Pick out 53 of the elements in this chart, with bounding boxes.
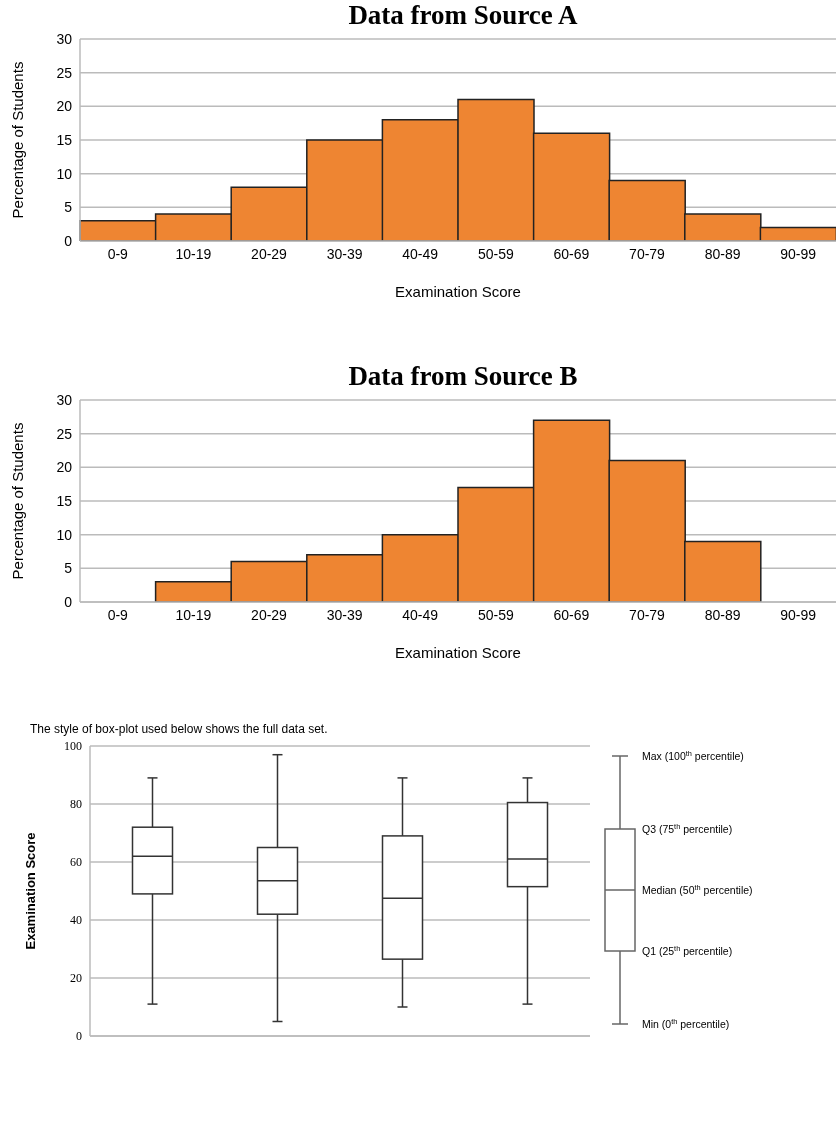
y-tick-label: 15 <box>56 131 73 148</box>
x-tick-label: 0-9 <box>107 245 129 262</box>
y-tick-label: 0 <box>76 1029 82 1044</box>
x-tick-label: 90-99 <box>780 606 817 623</box>
x-axis-title: Examination Score <box>395 283 521 300</box>
x-tick-label: 70-79 <box>629 606 666 623</box>
y-tick-label: 20 <box>70 971 82 986</box>
x-tick-label: 80-89 <box>704 245 741 262</box>
y-tick-label: 15 <box>56 492 73 509</box>
y-tick-label: 5 <box>64 560 73 577</box>
x-tick-label: 30-39 <box>326 245 363 262</box>
text: The style of box-plot used below shows the full data set. <box>30 722 329 736</box>
x-tick-label: 40-49 <box>402 245 439 262</box>
x-tick-label: 90-99 <box>780 245 817 262</box>
y-tick-label: 80 <box>70 797 82 812</box>
y-axis-title: Examination Score <box>22 832 38 950</box>
y-tick-label: 60 <box>70 855 82 870</box>
y-tick-label: 30 <box>56 391 73 408</box>
text: Q1 (25$^{th}$ percentile) <box>642 943 733 957</box>
x-tick-label: 60-69 <box>553 245 590 262</box>
y-axis-title: Percentage of Students <box>9 422 27 580</box>
y-tick-label: 25 <box>56 64 73 81</box>
y-tick-label: 10 <box>56 165 73 182</box>
y-tick-label: 0 <box>64 593 73 610</box>
x-tick-label: 80-89 <box>704 606 741 623</box>
x-tick-label: 10-19 <box>175 606 212 623</box>
y-tick-label: 20 <box>56 459 73 476</box>
y-tick-label: 100 <box>64 739 82 754</box>
x-tick-label: 10-19 <box>175 245 212 262</box>
y-axis-title: Percentage of Students <box>9 61 27 219</box>
x-tick-label: 20-29 <box>251 606 288 623</box>
y-tick-label: 0 <box>64 232 73 249</box>
y-tick-label: 20 <box>56 98 73 115</box>
text: Q3 (75$^{th}$ percentile) <box>642 821 733 835</box>
x-tick-label: 50-59 <box>477 245 514 262</box>
x-axis-title: Examination Score <box>395 644 521 661</box>
x-tick-label: 40-49 <box>402 606 439 623</box>
x-tick-label: 60-69 <box>553 606 590 623</box>
chart-title: Data from Source B <box>347 361 579 392</box>
x-tick-label: 50-59 <box>477 606 514 623</box>
y-tick-label: 25 <box>56 425 73 442</box>
y-tick-label: 5 <box>64 199 73 216</box>
text: Median (50$^{th}$ percentile) <box>642 882 753 896</box>
text: Max (100$^{th}$ percentile) <box>642 748 744 762</box>
text: Min (0$^{th}$ percentile) <box>642 1016 730 1030</box>
y-tick-label: 40 <box>70 913 82 928</box>
x-tick-label: 30-39 <box>326 606 363 623</box>
chart-title: Data from Source A <box>347 0 579 31</box>
y-tick-label: 30 <box>56 30 73 47</box>
x-tick-label: 20-29 <box>251 245 288 262</box>
x-tick-label: 0-9 <box>107 606 129 623</box>
x-tick-label: 70-79 <box>629 245 666 262</box>
y-tick-label: 10 <box>56 526 73 543</box>
